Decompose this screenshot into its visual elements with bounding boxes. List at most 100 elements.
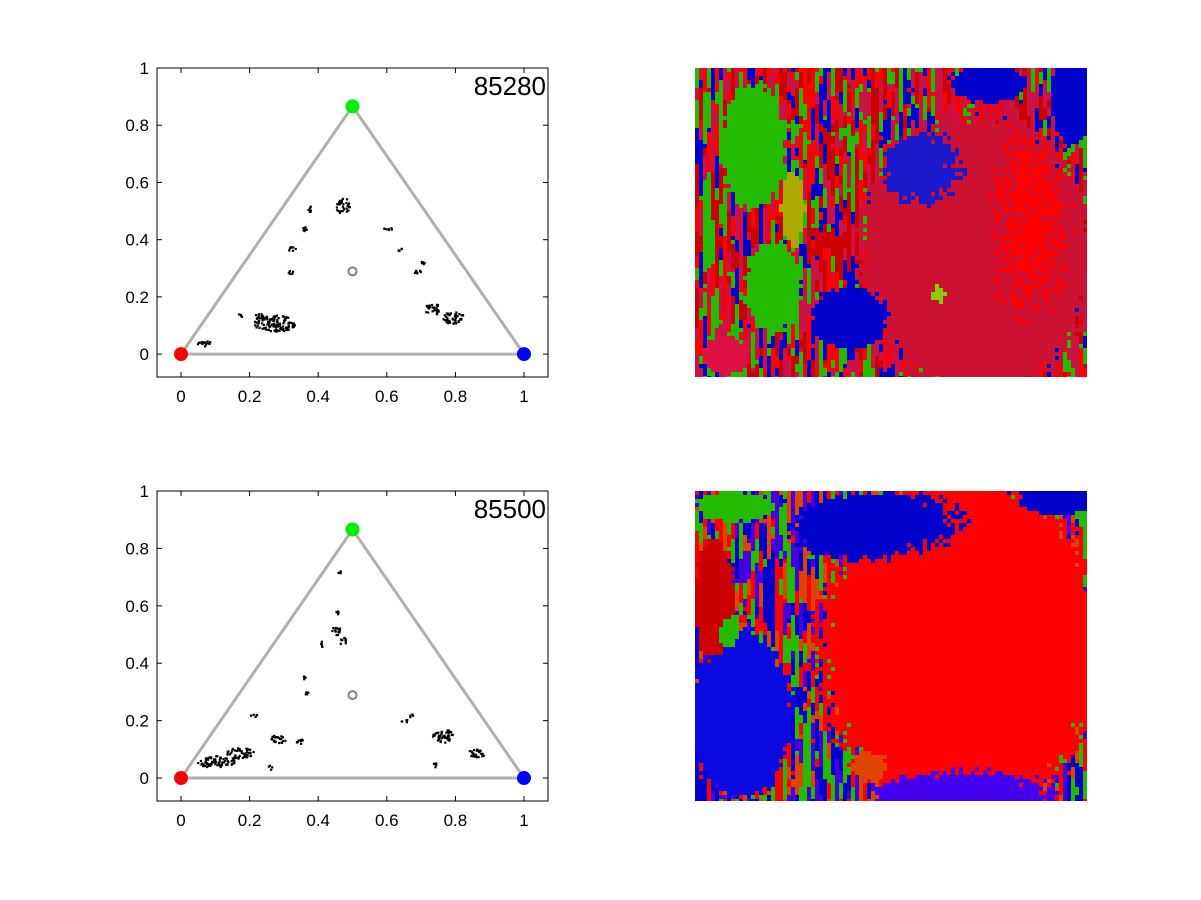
map-cell	[863, 256, 867, 260]
map-cell	[807, 84, 811, 88]
map-cell	[739, 116, 743, 120]
map-cell	[799, 268, 803, 272]
map-cell	[715, 184, 719, 188]
map-cell	[695, 356, 699, 360]
map-cell	[831, 176, 835, 180]
map-cell	[731, 124, 735, 128]
map-cell	[703, 164, 707, 168]
map-cell	[771, 188, 775, 192]
map-cell	[927, 324, 931, 328]
map-cell	[847, 220, 851, 224]
map-cell	[871, 352, 875, 356]
map-cell	[827, 124, 831, 128]
map-cell	[815, 96, 819, 100]
map-cell	[831, 296, 835, 300]
map-cell	[799, 260, 803, 264]
map-cell	[895, 144, 899, 148]
map-cell	[795, 284, 799, 288]
data-point	[341, 210, 344, 213]
map-cell	[811, 72, 815, 76]
map-cell	[727, 276, 731, 280]
map-cell	[839, 172, 843, 176]
map-cell	[735, 84, 739, 88]
map-cell	[855, 264, 859, 268]
map-cell	[899, 248, 903, 252]
map-cell	[787, 132, 791, 136]
map-cell	[759, 176, 763, 180]
map-cell	[807, 264, 811, 268]
map-cell	[799, 204, 803, 208]
map-cell	[899, 220, 903, 224]
map-cell	[915, 376, 919, 377]
map-cell	[879, 124, 883, 128]
map-cell	[791, 376, 795, 377]
map-cell	[839, 296, 843, 300]
x-tick-label: 0.6	[375, 387, 399, 406]
data-point	[257, 321, 260, 325]
map-cell	[727, 356, 731, 360]
map-cell	[831, 308, 835, 312]
map-cell	[871, 188, 875, 192]
map-cell	[703, 172, 707, 176]
map-cell	[751, 172, 755, 176]
map-cell	[707, 120, 711, 124]
map-cell	[751, 188, 755, 192]
data-point	[456, 315, 459, 318]
map-cell	[767, 96, 771, 100]
map-cell	[879, 256, 883, 260]
map-cell	[707, 116, 711, 120]
map-cell	[911, 348, 915, 352]
map-cell	[755, 124, 759, 128]
map-cell	[743, 116, 747, 120]
map-cell	[695, 188, 699, 192]
map-cell	[739, 324, 743, 328]
map-cell	[883, 204, 887, 208]
map-cell	[799, 180, 803, 184]
map-cell	[863, 192, 867, 196]
map-cell	[859, 308, 863, 312]
map-cell	[891, 296, 895, 300]
map-cell	[887, 272, 891, 276]
map-cell	[859, 116, 863, 120]
map-cell	[883, 140, 887, 144]
map-cell	[851, 228, 855, 232]
map-cell	[903, 132, 907, 136]
map-cell	[795, 232, 799, 236]
map-cell	[871, 164, 875, 168]
map-cell	[767, 308, 771, 312]
map-cell	[879, 196, 883, 200]
map-cell	[879, 360, 883, 364]
map-cell	[835, 264, 839, 268]
map-cell	[887, 164, 891, 168]
map-cell	[843, 276, 847, 280]
map-cell	[719, 304, 723, 308]
map-cell	[867, 356, 871, 360]
map-cell	[723, 176, 727, 180]
map-cell	[895, 120, 899, 124]
map-cell	[803, 196, 807, 200]
data-point	[427, 306, 430, 310]
map-cell	[783, 100, 787, 104]
map-cell	[859, 104, 863, 108]
map-cell	[739, 284, 743, 288]
map-cell	[903, 344, 907, 348]
map-cell	[819, 316, 823, 320]
map-cell	[867, 80, 871, 84]
map-cell	[923, 268, 927, 272]
map-cell	[851, 84, 855, 88]
map-cell	[931, 76, 935, 80]
map-cell	[727, 372, 731, 376]
map-cell	[871, 148, 875, 152]
map-cell	[843, 240, 847, 244]
map-cell	[915, 128, 919, 132]
map-cell	[699, 304, 703, 308]
map-cell	[771, 264, 775, 268]
map-cell	[727, 184, 731, 188]
map-cell	[739, 100, 743, 104]
map-cell	[903, 92, 907, 96]
map-cell	[703, 352, 707, 356]
map-cell	[871, 180, 875, 184]
data-point	[283, 329, 286, 333]
map-cell	[715, 312, 719, 316]
map-cell	[763, 112, 767, 116]
